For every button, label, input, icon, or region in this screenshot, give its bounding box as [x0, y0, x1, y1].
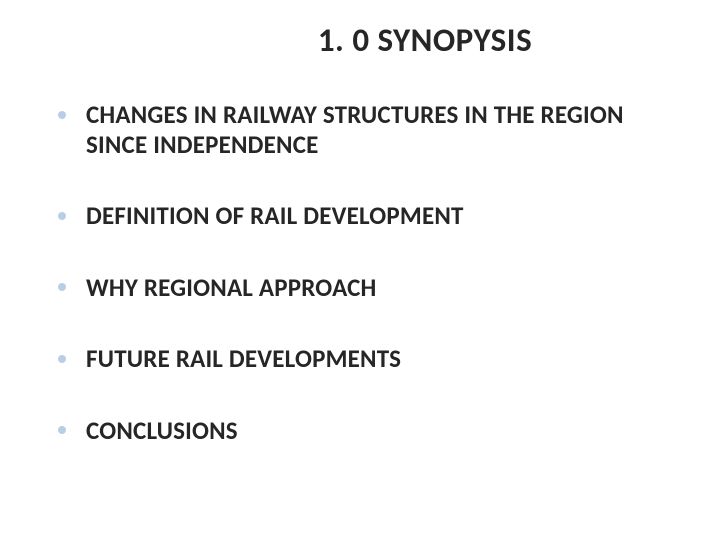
- list-item-text: DEFINITION OF RAIL DEVELOPMENT: [86, 200, 464, 231]
- list-item-text: FUTURE RAIL DEVELOPMENTS: [86, 343, 401, 374]
- list-item: DEFINITION OF RAIL DEVELOPMENT: [58, 201, 672, 231]
- list-item: WHY REGIONAL APPROACH: [58, 273, 672, 303]
- slide-title: 1. 0 SYNOPYSIS: [178, 20, 672, 60]
- list-item: CHANGES IN RAILWAY STRUCTURES IN THE REG…: [58, 100, 672, 159]
- bullet-icon: [58, 111, 66, 119]
- bullet-icon: [58, 283, 66, 291]
- list-item: CONCLUSIONS: [58, 416, 672, 446]
- bullet-icon: [58, 426, 66, 434]
- bullet-list: CHANGES IN RAILWAY STRUCTURES IN THE REG…: [48, 100, 672, 445]
- list-item-text: CONCLUSIONS: [86, 415, 238, 446]
- list-item-text: WHY REGIONAL APPROACH: [86, 272, 377, 303]
- list-item: FUTURE RAIL DEVELOPMENTS: [58, 344, 672, 374]
- bullet-icon: [58, 212, 66, 220]
- list-item-text: CHANGES IN RAILWAY STRUCTURES IN THE REG…: [86, 99, 624, 160]
- slide: 1. 0 SYNOPYSIS CHANGES IN RAILWAY STRUCT…: [0, 0, 720, 540]
- bullet-icon: [58, 355, 66, 363]
